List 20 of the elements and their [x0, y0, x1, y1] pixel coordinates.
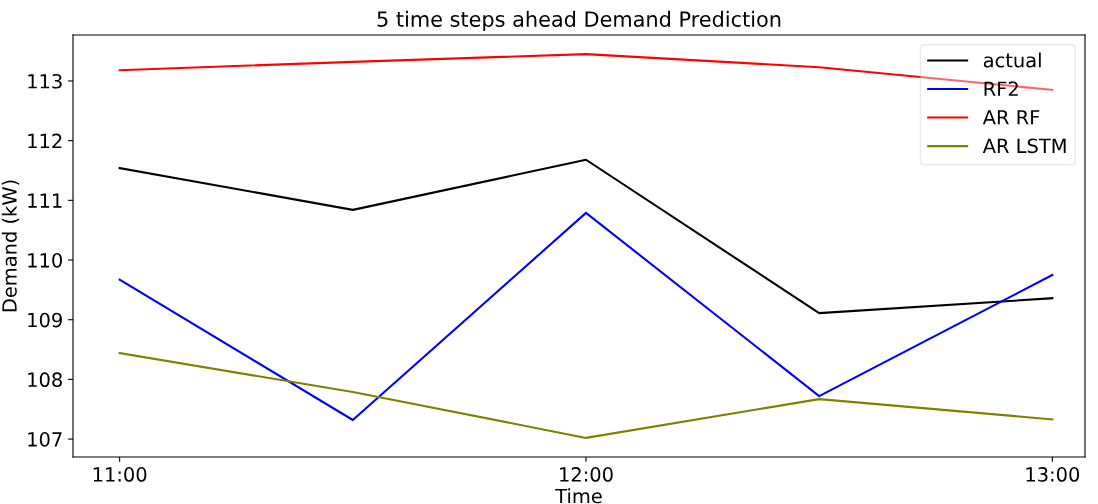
y-axis-title: Demand (kW): [1, 180, 20, 312]
legend-label: AR LSTM: [982, 138, 1066, 154]
y-tick-label: 112: [28, 133, 62, 149]
y-tick-label: 109: [28, 312, 62, 328]
legend-label: RF2: [984, 81, 1018, 96]
legend-label: AR RF: [982, 110, 1040, 125]
chart-title: 5 time steps ahead Demand Prediction: [377, 10, 781, 31]
y-tick-label: 108: [28, 372, 62, 388]
y-tick-label: 111: [28, 193, 62, 208]
x-axis-title: Time: [555, 488, 602, 504]
line-series: [118, 211, 1054, 422]
y-tick-label: 113: [28, 73, 62, 89]
x-tick-label: 11:00: [93, 467, 147, 482]
y-tick-label: 107: [28, 432, 62, 447]
line-series: [118, 158, 1054, 315]
legend-label: actual: [983, 52, 1041, 68]
y-tick-label: 110: [28, 252, 62, 268]
x-tick-label: 13:00: [1026, 467, 1080, 482]
x-tick-label: 12:00: [560, 467, 613, 482]
line-series: [118, 352, 1054, 439]
